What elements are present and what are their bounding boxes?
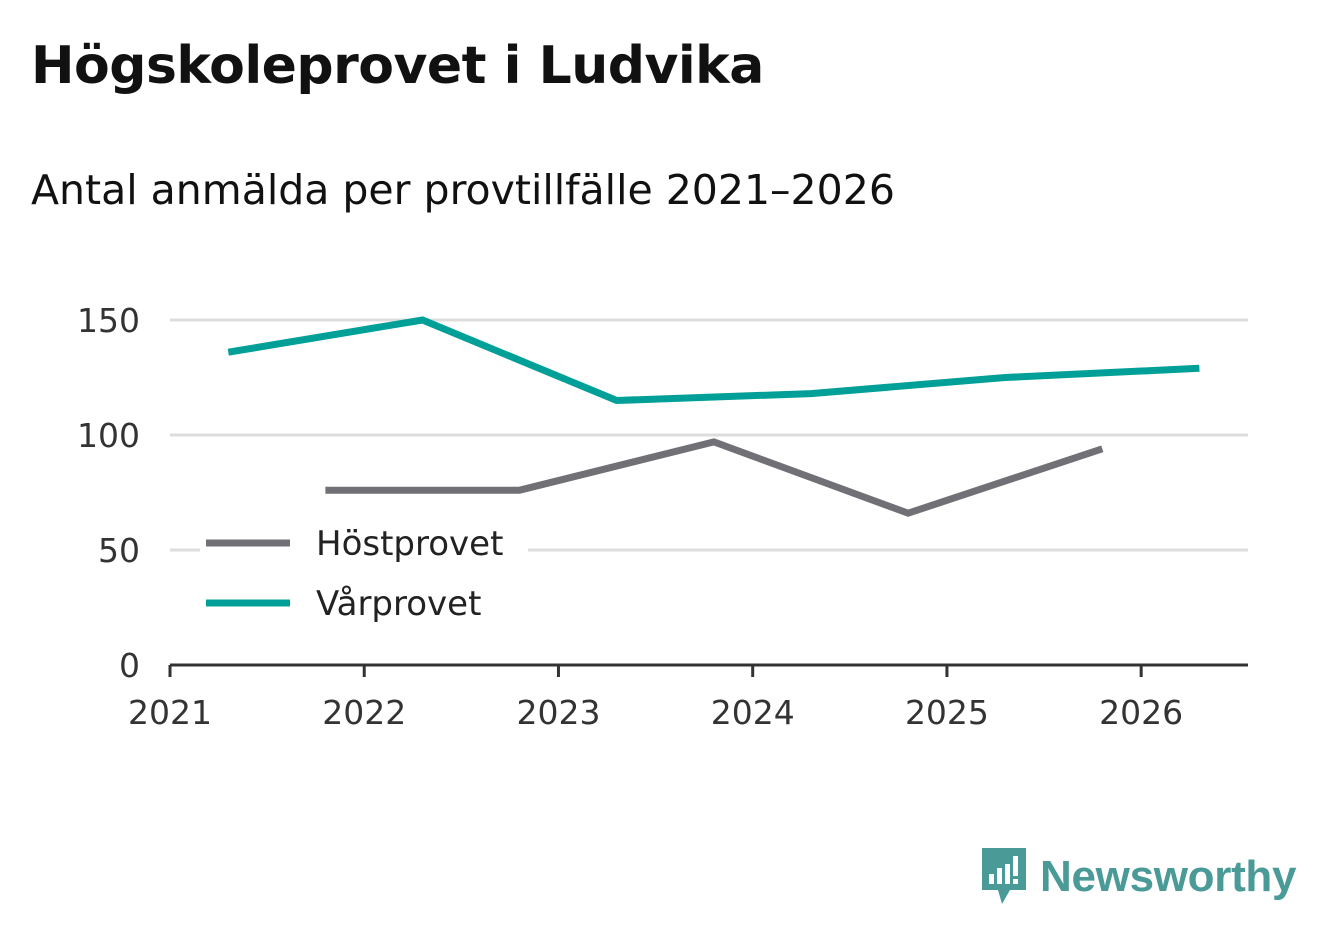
chart-subtitle: Antal anmälda per provtillfälle 2021–202… [31,166,895,214]
legend-background [200,510,528,630]
bar-chart-speech-bubble-icon [982,848,1026,904]
x-tick-label-2025: 2025 [905,693,989,732]
y-tick-label-50: 50 [98,531,140,570]
series-lines [227,316,1200,517]
chart-title: Högskoleprovet i Ludvika [31,36,764,96]
series-line-vårprovet [227,316,1200,405]
y-tick-label-0: 0 [119,646,140,685]
x-axis-ticks: 2021 2022 2023 2024 2025 2026 [128,665,1183,732]
x-tick-label-2022: 2022 [322,693,406,732]
y-tick-label-150: 150 [77,301,140,340]
brand-logo: Newsworthy [980,846,1296,908]
y-axis-ticks: 0 50 100 150 [77,301,140,685]
legend-label-vårprovet: Vårprovet [316,584,481,624]
x-tick-label-2021: 2021 [128,693,212,732]
y-tick-label-100: 100 [77,416,140,455]
series-line-höstprovet [325,438,1104,517]
legend-label-höstprovet: Höstprovet [316,524,503,564]
x-tick-label-2023: 2023 [516,693,600,732]
brand-name: Newsworthy [1040,852,1297,901]
x-tick-label-2024: 2024 [711,693,795,732]
x-tick-label-2026: 2026 [1099,693,1183,732]
legend: Höstprovet Vårprovet [200,510,528,630]
